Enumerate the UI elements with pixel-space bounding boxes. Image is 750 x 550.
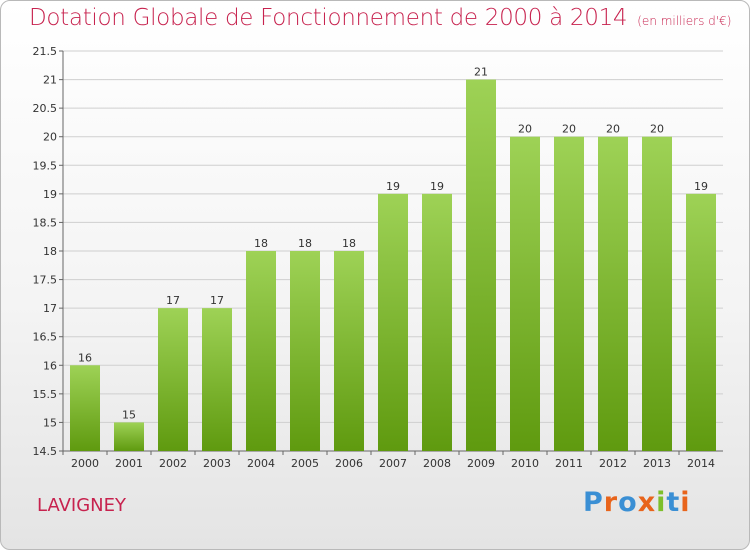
x-tick-label: 2012: [599, 457, 627, 470]
y-tick-label: 15: [43, 416, 57, 429]
y-tick-label: 15.5: [33, 388, 58, 401]
bar: [422, 193, 452, 451]
y-tick-label: 20: [43, 131, 57, 144]
x-tick-label: 2003: [203, 457, 231, 470]
y-tick-label: 17.5: [33, 274, 58, 287]
logo-letter: o: [618, 487, 638, 518]
y-tick-label: 18.5: [33, 216, 58, 229]
data-labels: 16 15 17 17 18 18 18 19 19 21 20 20 20 20 19: [78, 66, 708, 422]
x-tick-label: 2001: [115, 457, 143, 470]
y-tick-label: 16: [43, 359, 57, 372]
chart-unit: (en milliers d'€): [637, 14, 732, 28]
y-tick-label: 17: [43, 302, 57, 315]
x-tick-label: 2010: [511, 457, 539, 470]
y-tick-label: 16.5: [33, 331, 58, 344]
data-label: 16: [78, 351, 92, 364]
x-tick-label: 2013: [643, 457, 671, 470]
bar: [466, 79, 496, 452]
data-label: 17: [210, 294, 224, 307]
data-label: 19: [430, 180, 444, 193]
x-tick-label: 2006: [335, 457, 363, 470]
logo-letter: t: [666, 487, 681, 518]
bar: [334, 251, 364, 451]
bar: [158, 308, 188, 451]
data-label: 15: [122, 408, 136, 421]
y-tick-label: 20.5: [33, 102, 58, 115]
x-tick-labels: 2000 2001 2002 2003 2004 2005 2006 2007 2008 2009…: [71, 457, 715, 470]
logo-letter: P: [583, 487, 604, 518]
bar: [378, 193, 408, 451]
y-tick-labels: 14.5 15 15.5 16 16.5 17 17.5 18 18.5 19 19.5 20 20.5…: [33, 45, 58, 458]
data-label: 20: [562, 123, 576, 136]
bar: [686, 193, 716, 451]
data-label: 21: [474, 66, 488, 79]
x-tick-label: 2007: [379, 457, 407, 470]
commune-name: LAVIGNEY: [37, 495, 127, 516]
data-label: 18: [342, 237, 356, 250]
data-label: 20: [518, 123, 532, 136]
data-label: 17: [166, 294, 180, 307]
bar: [246, 251, 276, 451]
logo-letter: i: [656, 487, 667, 518]
x-tick-label: 2000: [71, 457, 99, 470]
bar: [554, 136, 584, 451]
x-tick-label: 2004: [247, 457, 275, 470]
data-label: 19: [386, 180, 400, 193]
y-tick-label: 19: [43, 188, 57, 201]
bar: [290, 251, 320, 451]
x-tick-label: 2009: [467, 457, 495, 470]
x-tick-label: 2005: [291, 457, 319, 470]
bar: [114, 422, 144, 451]
x-tick-label: 2011: [555, 457, 583, 470]
bar: [598, 136, 628, 451]
data-label: 19: [694, 180, 708, 193]
x-tick-label: 2002: [159, 457, 187, 470]
bar: [70, 365, 100, 451]
proxiti-logo: Proxiti: [583, 487, 691, 518]
bar: [510, 136, 540, 451]
logo-letter: x: [637, 487, 657, 518]
data-label: 20: [606, 123, 620, 136]
x-tick-label: 2014: [687, 457, 715, 470]
y-tick-label: 19.5: [33, 159, 58, 172]
x-tick-label: 2008: [423, 457, 451, 470]
data-label: 18: [298, 237, 312, 250]
y-tick-label: 21.5: [33, 45, 58, 58]
bars: [70, 79, 716, 452]
logo-letter: r: [603, 487, 619, 518]
y-tick-label: 21: [43, 74, 57, 87]
y-tick-label: 14.5: [33, 445, 58, 458]
logo-letter: i: [680, 487, 691, 518]
chart-title: Dotation Globale de Fonctionnement de 20…: [29, 5, 731, 31]
bar: [202, 308, 232, 451]
data-label: 20: [650, 123, 664, 136]
y-tick-label: 18: [43, 245, 57, 258]
bar: [642, 136, 672, 451]
chart-title-text: Dotation Globale de Fonctionnement de 20…: [29, 5, 628, 31]
data-label: 18: [254, 237, 268, 250]
